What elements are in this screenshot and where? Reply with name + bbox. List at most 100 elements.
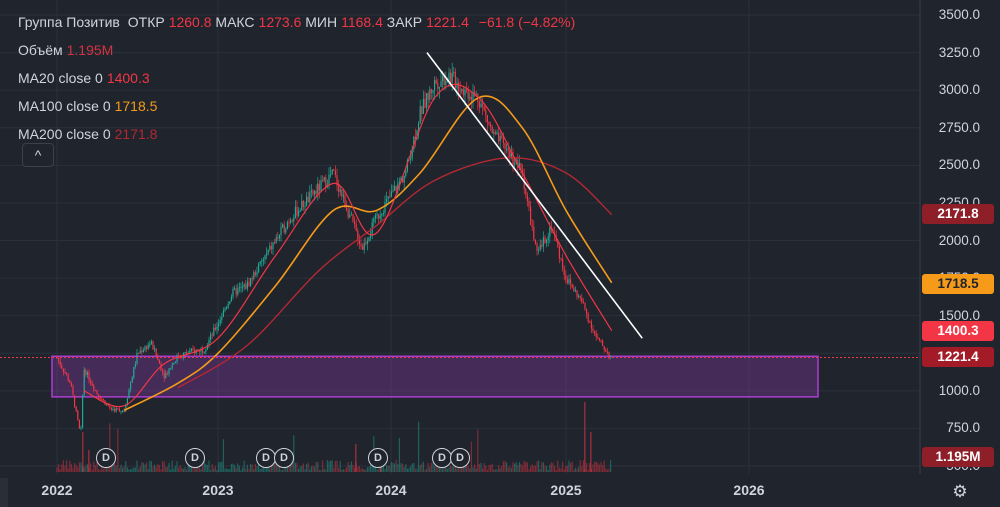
volume-bar xyxy=(229,469,231,472)
dividend-marker[interactable]: D xyxy=(185,448,205,468)
candle-body xyxy=(72,386,74,396)
candle-body xyxy=(485,110,487,116)
volume-bar xyxy=(450,465,452,472)
candle-body xyxy=(538,249,540,251)
candle-body xyxy=(461,89,463,92)
volume-bar xyxy=(90,463,92,472)
candle-body xyxy=(246,281,248,289)
candle-body xyxy=(144,346,146,351)
volume-bar xyxy=(187,462,189,472)
candle-body xyxy=(197,349,199,351)
volume-bar xyxy=(309,469,311,472)
volume-bar xyxy=(315,461,317,472)
ma20-value: 1400.3 xyxy=(106,70,150,86)
candle-body xyxy=(170,368,172,370)
candle-body xyxy=(206,345,208,350)
volume-bar xyxy=(426,468,428,472)
volume-bar xyxy=(232,463,234,472)
candle-body xyxy=(266,253,268,256)
volume-bar xyxy=(173,468,175,472)
volume-bar xyxy=(482,468,484,472)
volume-bar xyxy=(490,464,492,472)
volume-bar xyxy=(306,463,308,472)
volume-bar xyxy=(347,461,349,472)
candle-body xyxy=(131,377,133,383)
candle-body xyxy=(574,290,576,292)
candle-body xyxy=(274,242,276,244)
candle-body xyxy=(120,410,122,412)
candle-body xyxy=(382,213,384,215)
volume-bar xyxy=(288,464,290,472)
symbol-title[interactable]: Группа Позитив xyxy=(18,14,120,30)
candle-body xyxy=(171,364,173,369)
support-zone[interactable] xyxy=(51,355,819,398)
ma100-badge: 1718.5 xyxy=(922,274,994,294)
candle-body xyxy=(608,352,610,357)
volume-bar xyxy=(469,468,471,472)
candle-body xyxy=(70,382,72,387)
volume-bar xyxy=(174,465,176,472)
trendline[interactable] xyxy=(426,52,643,339)
candle-body xyxy=(493,131,495,134)
volume-bar xyxy=(608,468,610,472)
volume-bar xyxy=(166,467,168,472)
legend-ma100[interactable]: MA100 close 0 1718.5 xyxy=(18,92,575,120)
candle-body xyxy=(256,272,258,276)
candle-body xyxy=(584,303,586,310)
candle-body xyxy=(229,301,231,304)
dividend-marker[interactable]: D xyxy=(256,448,276,468)
volume-bar xyxy=(304,469,306,472)
candle-body xyxy=(592,328,594,331)
volume-bar xyxy=(147,469,149,472)
candle-body xyxy=(606,351,608,353)
candle-body xyxy=(192,348,194,351)
volume-bar xyxy=(318,469,320,472)
volume-bar xyxy=(488,465,490,472)
volume-bar xyxy=(595,461,597,472)
candle-body xyxy=(227,303,229,308)
volume-bar xyxy=(250,463,252,472)
candle-body xyxy=(413,136,415,150)
candle-body xyxy=(62,368,64,372)
volume-bar xyxy=(112,461,114,472)
dividend-marker[interactable]: D xyxy=(274,448,294,468)
legend-volume[interactable]: Объём 1.195M xyxy=(18,36,575,64)
dividend-marker[interactable]: D xyxy=(450,448,470,468)
candle-body xyxy=(363,242,365,250)
legend-ma200[interactable]: MA200 close 0 2171.8 xyxy=(18,120,575,148)
volume-bar xyxy=(416,468,418,472)
candle-body xyxy=(488,122,490,125)
candle-body xyxy=(251,278,253,280)
candle-body xyxy=(450,72,452,83)
volume-bar xyxy=(83,467,85,472)
ma200-line xyxy=(177,157,613,389)
candle-body xyxy=(283,224,285,233)
volume-bar xyxy=(139,466,141,472)
candle-body xyxy=(347,210,349,218)
dividend-marker[interactable]: D xyxy=(96,448,116,468)
volume-bar xyxy=(610,460,612,472)
gear-icon[interactable]: ⚙ xyxy=(952,482,968,501)
volume-bar xyxy=(566,465,568,472)
volume-bar xyxy=(389,465,391,472)
volume-bar xyxy=(491,463,493,472)
collapse-legend-button[interactable]: ^ xyxy=(22,143,54,167)
candle-body xyxy=(512,152,514,165)
candle-body xyxy=(490,124,492,127)
volume-bar xyxy=(88,450,90,472)
candle-body xyxy=(560,258,562,260)
scroll-handle[interactable] xyxy=(0,478,8,507)
legend-ma20[interactable]: MA20 close 0 1400.3 xyxy=(18,64,575,92)
candle-body xyxy=(99,397,101,400)
candle-body xyxy=(162,370,164,372)
volume-bar xyxy=(320,469,322,472)
candle-body xyxy=(128,389,130,399)
candle-body xyxy=(534,239,536,244)
candle-body xyxy=(272,242,274,250)
dividend-marker[interactable]: D xyxy=(432,448,452,468)
volume-bar xyxy=(312,465,314,472)
candle-body xyxy=(443,76,445,85)
candle-body xyxy=(558,246,560,259)
dividend-marker[interactable]: D xyxy=(368,448,388,468)
volume-bar xyxy=(546,466,548,472)
